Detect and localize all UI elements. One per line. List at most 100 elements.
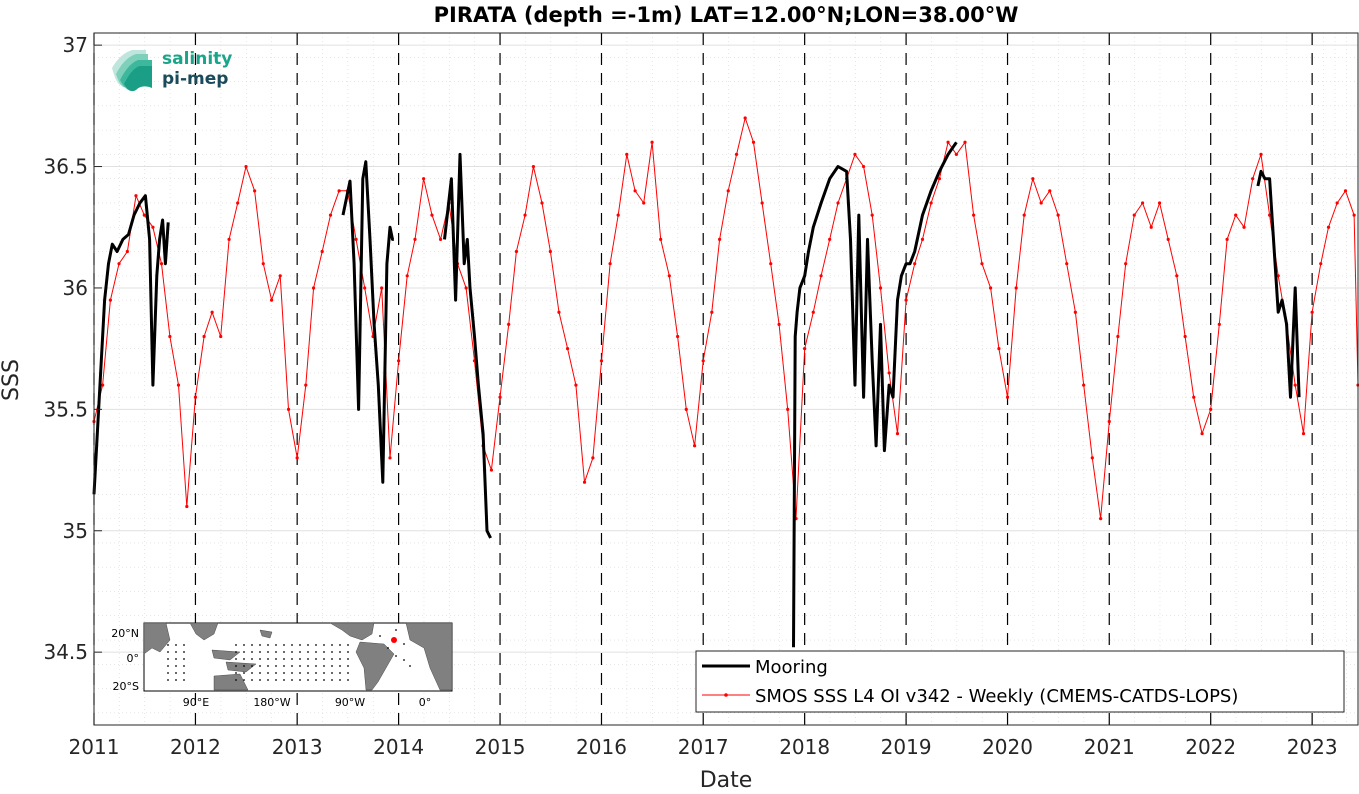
buoy-dot: [175, 651, 177, 653]
series-smos-point: [760, 201, 764, 205]
series-smos-point: [354, 237, 358, 241]
series-smos-point: [1225, 237, 1229, 241]
buoy-dot: [167, 644, 169, 646]
buoy-dot: [323, 665, 325, 667]
buoy-dot: [403, 659, 405, 661]
buoy-dot: [283, 665, 285, 667]
series-smos-point: [261, 262, 265, 266]
series-smos-point: [1031, 177, 1035, 181]
buoy-dot: [183, 679, 185, 681]
series-smos-point: [777, 322, 781, 326]
buoy-dot: [323, 651, 325, 653]
inset-map: 20°N 0° 20°S 90°E 180°W 90°W 0°: [111, 622, 453, 709]
series-smos-point: [1065, 262, 1069, 266]
series-smos-point: [1183, 334, 1187, 339]
series-smos-point: [1124, 262, 1128, 266]
series-smos-point: [946, 140, 950, 144]
series-smos-point: [1326, 225, 1331, 229]
x-tick-label-2020: 2020: [982, 735, 1033, 759]
buoy-dot: [235, 679, 237, 681]
x-tick-label-2022: 2022: [1185, 735, 1236, 759]
series-smos-point: [650, 140, 654, 144]
series-smos-point: [464, 286, 468, 290]
buoy-dot: [299, 658, 301, 660]
series-smos-point: [786, 407, 790, 411]
series-smos-point: [363, 286, 367, 290]
buoy-dot: [323, 679, 325, 681]
buoy-dot: [251, 658, 253, 660]
buoy-dot: [291, 672, 293, 674]
series-smos-point: [219, 334, 223, 339]
series-smos-point: [540, 201, 544, 205]
buoy-dot: [251, 644, 253, 646]
series-smos-point: [380, 286, 384, 290]
series-smos-point: [1192, 395, 1196, 399]
buoy-dot: [339, 658, 341, 660]
inset-ytick-2: 20°S: [113, 680, 139, 693]
buoy-dot: [275, 644, 277, 646]
series-smos-point: [1276, 274, 1280, 278]
series-smos-point: [599, 359, 604, 363]
series-smos-point: [134, 194, 138, 198]
buoy-dot: [167, 658, 169, 660]
series-smos-point: [954, 152, 958, 157]
series-smos-point: [667, 274, 671, 278]
series-smos-point: [101, 383, 105, 387]
series-smos-point: [861, 164, 866, 169]
legend: Mooring SMOS SSS L4 OI v342 - Weekly (CM…: [695, 650, 1345, 713]
inset-map-ocean: [143, 622, 453, 692]
legend-label-mooring: Mooring: [755, 657, 828, 678]
series-smos-point: [311, 286, 316, 290]
buoy-dot: [283, 672, 285, 674]
series-smos-point: [1343, 189, 1348, 193]
buoy-dot: [243, 658, 245, 660]
buoy-dot: [235, 672, 237, 674]
buoy-dot: [291, 665, 293, 667]
buoy-dot: [347, 658, 349, 660]
series-smos-point: [642, 201, 646, 205]
buoy-dot: [291, 651, 293, 653]
series-smos-point: [405, 274, 409, 278]
buoy-dot: [331, 679, 333, 681]
buoy-dot: [183, 644, 185, 646]
series-smos-point: [692, 444, 697, 448]
series-smos-point: [117, 262, 121, 266]
series-smos-point: [430, 213, 434, 217]
series-smos-point: [1073, 310, 1077, 314]
series-smos-point: [202, 334, 206, 339]
y-tick-label-37: 37: [63, 33, 88, 57]
series-smos-point: [507, 322, 511, 326]
series-smos-point: [878, 286, 883, 290]
buoy-dot: [251, 665, 253, 667]
buoy-dot: [299, 644, 301, 646]
series-smos-point: [895, 432, 900, 436]
series-smos-point: [151, 225, 155, 229]
salinity-pi-mep-logo: salinity pi-mep: [112, 49, 232, 92]
buoy-dot: [251, 651, 253, 653]
y-axis-label: SSS: [0, 359, 24, 401]
buoy-dot: [307, 644, 309, 646]
series-smos-point: [1157, 201, 1162, 205]
inset-map-buoys: [167, 629, 411, 681]
series-smos-point: [438, 237, 443, 241]
buoy-dot: [267, 658, 269, 660]
buoy-dot: [315, 658, 317, 660]
buoy-dot: [275, 665, 277, 667]
buoy-dot: [183, 651, 185, 653]
buoy-dot: [331, 658, 333, 660]
y-axis-ticks: 34.5 35 35.5 36 36.5 37: [43, 33, 102, 664]
series-smos-point: [1234, 213, 1238, 217]
inset-xtick-2: 90°W: [335, 696, 365, 709]
series-smos-point: [937, 177, 942, 181]
series-smos-point: [1217, 322, 1221, 326]
series-smos-point: [803, 347, 807, 351]
series-smos-point: [1048, 189, 1052, 193]
logo-waves-icon: [112, 50, 152, 92]
series-smos-point: [1242, 225, 1246, 229]
series-smos-point: [1082, 383, 1086, 387]
series-smos-point: [1132, 213, 1136, 217]
series-smos-point: [659, 237, 663, 241]
inset-xtick-1: 180°W: [253, 696, 290, 709]
buoy-dot: [331, 651, 333, 653]
